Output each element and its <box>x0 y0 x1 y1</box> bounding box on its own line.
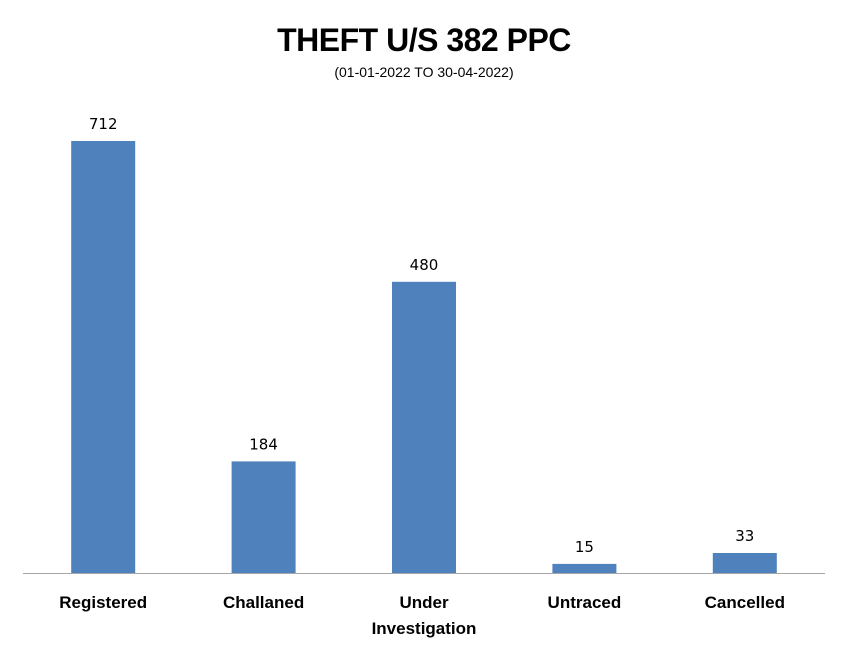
bar-3 <box>552 563 617 573</box>
bar-2 <box>392 281 456 573</box>
chart-subtitle: (01-01-2022 TO 30-04-2022) <box>334 64 514 80</box>
data-label-0: 712 <box>89 115 118 133</box>
x-tick-label-0: Registered <box>59 593 147 612</box>
data-label-4: 33 <box>735 527 754 545</box>
bar-1 <box>231 461 296 573</box>
x-tick-label-4: Cancelled <box>705 593 785 612</box>
x-tick-label-2-1: Investigation <box>372 619 477 638</box>
x-tick-label-3: Untraced <box>548 593 622 612</box>
chart-title: THEFT U/S 382 PPC <box>277 22 571 58</box>
x-tick-label-1: Challaned <box>223 593 304 612</box>
data-label-3: 15 <box>575 538 594 556</box>
bar-4 <box>712 553 777 573</box>
bar-0 <box>71 141 136 573</box>
x-tick-label-2-0: Under <box>399 593 449 612</box>
data-label-1: 184 <box>249 435 278 453</box>
data-label-2: 480 <box>410 256 439 274</box>
